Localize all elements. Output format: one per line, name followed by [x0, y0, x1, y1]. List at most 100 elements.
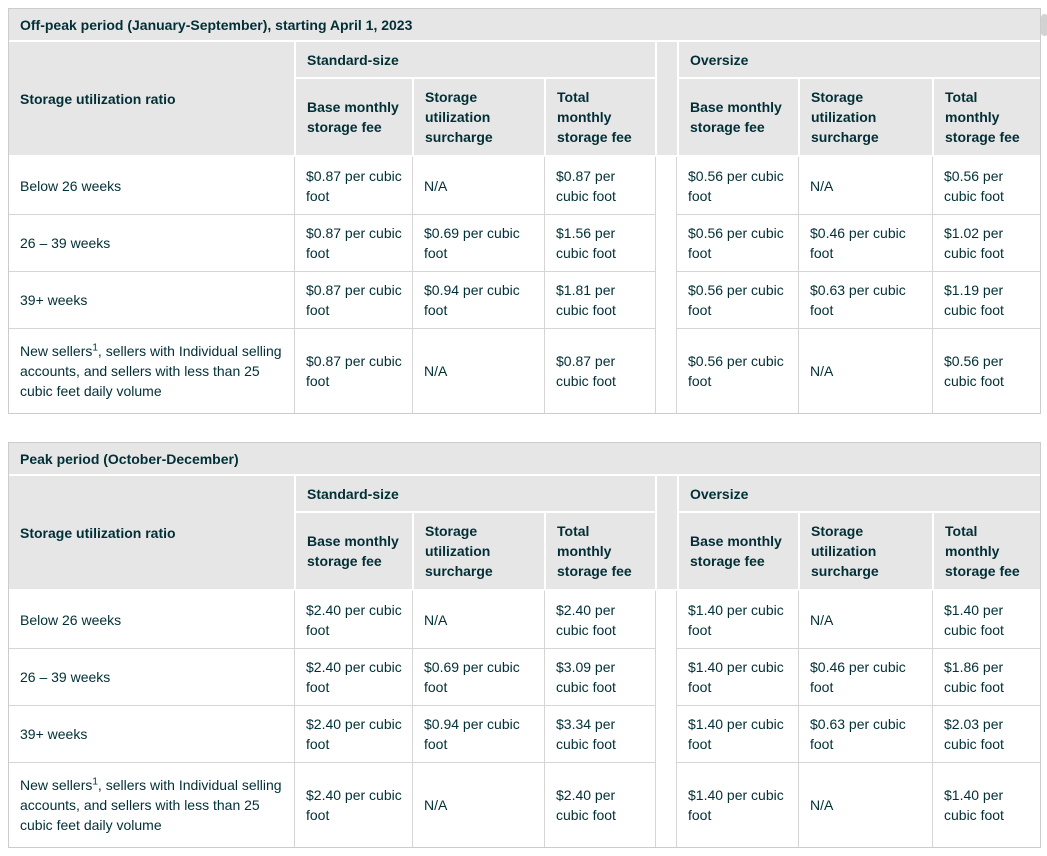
column-header-storage-utilization-ratio: Storage utilization ratio — [9, 476, 294, 591]
cell-oversize-base-fee: $1.40 per cubic foot — [677, 591, 798, 648]
scrollbar-thumb[interactable] — [1041, 14, 1047, 36]
cell-storage-utilization-ratio: 39+ weeks — [9, 271, 294, 328]
table-title: Peak period (October-December) — [9, 443, 1040, 476]
cell-oversize-total-fee: $1.40 per cubic foot — [932, 591, 1040, 648]
cell-oversize-surcharge: $0.63 per cubic foot — [798, 271, 932, 328]
cell-oversize-total-fee: $1.19 per cubic foot — [932, 271, 1040, 328]
column-header-standard-surcharge: Storage utilization surcharge — [412, 513, 544, 591]
group-header-oversize: Oversize — [677, 476, 1040, 513]
table-title-row: Off-peak period (January-September), sta… — [9, 9, 1040, 42]
cell-oversize-base-fee: $0.56 per cubic foot — [677, 271, 798, 328]
cell-oversize-base-fee: $0.56 per cubic foot — [677, 328, 798, 413]
cell-standard-base-fee: $2.40 per cubic foot — [294, 762, 412, 847]
cell-standard-total-fee: $3.34 per cubic foot — [544, 705, 655, 762]
cell-storage-utilization-ratio: 26 – 39 weeks — [9, 648, 294, 705]
cell-storage-utilization-ratio: Below 26 weeks — [9, 591, 294, 648]
row-label: 26 – 39 weeks — [20, 235, 111, 251]
table-row: 39+ weeks $2.40 per cubic foot $0.94 per… — [9, 705, 1040, 762]
cell-standard-surcharge: N/A — [412, 157, 544, 214]
cell-oversize-total-fee: $1.40 per cubic foot — [932, 762, 1040, 847]
peak-pricing-table: Peak period (October-December) Storage u… — [8, 442, 1041, 848]
column-header-oversize-total-fee: Total monthly storage fee — [932, 513, 1040, 591]
cell-oversize-total-fee: $0.56 per cubic foot — [932, 328, 1040, 413]
row-label: New sellers — [20, 777, 93, 793]
cell-oversize-total-fee: $1.86 per cubic foot — [932, 648, 1040, 705]
cell-oversize-total-fee: $1.02 per cubic foot — [932, 214, 1040, 271]
group-header-oversize: Oversize — [677, 42, 1040, 79]
cell-standard-surcharge: $0.69 per cubic foot — [412, 648, 544, 705]
column-header-storage-utilization-ratio: Storage utilization ratio — [9, 42, 294, 157]
cell-oversize-base-fee: $1.40 per cubic foot — [677, 762, 798, 847]
column-header-standard-total-fee: Total monthly storage fee — [544, 79, 655, 157]
cell-standard-base-fee: $0.87 per cubic foot — [294, 271, 412, 328]
column-header-oversize-surcharge: Storage utilization surcharge — [798, 513, 932, 591]
cell-standard-base-fee: $2.40 per cubic foot — [294, 591, 412, 648]
cell-standard-base-fee: $0.87 per cubic foot — [294, 157, 412, 214]
column-header-standard-base-fee: Base monthly storage fee — [294, 513, 412, 591]
cell-standard-base-fee: $0.87 per cubic foot — [294, 214, 412, 271]
cell-standard-total-fee: $1.81 per cubic foot — [544, 271, 655, 328]
column-header-oversize-base-fee: Base monthly storage fee — [677, 79, 798, 157]
sub-header-row: Base monthly storage fee Storage utiliza… — [9, 513, 1040, 591]
cell-oversize-surcharge: N/A — [798, 328, 932, 413]
table-title-row: Peak period (October-December) — [9, 443, 1040, 476]
cell-standard-base-fee: $2.40 per cubic foot — [294, 648, 412, 705]
cell-standard-surcharge: N/A — [412, 591, 544, 648]
row-label: 39+ weeks — [20, 726, 88, 742]
cell-oversize-base-fee: $1.40 per cubic foot — [677, 705, 798, 762]
column-header-oversize-total-fee: Total monthly storage fee — [932, 79, 1040, 157]
group-header-row: Storage utilization ratio Standard-size … — [9, 42, 1040, 157]
row-label: New sellers — [20, 343, 93, 359]
row-label: Below 26 weeks — [20, 177, 122, 194]
cell-oversize-base-fee: $0.56 per cubic foot — [677, 214, 798, 271]
table-title: Off-peak period (January-September), sta… — [9, 9, 1040, 42]
cell-standard-surcharge: N/A — [412, 762, 544, 847]
table-row: Below 26 weeks $2.40 per cubic foot N/A … — [9, 591, 1040, 847]
cell-standard-surcharge: N/A — [412, 328, 544, 413]
header-spacer — [655, 42, 677, 157]
table-row: 39+ weeks $0.87 per cubic foot $0.94 per… — [9, 271, 1040, 328]
cell-storage-utilization-ratio: 26 – 39 weeks — [9, 214, 294, 271]
cell-oversize-surcharge: $0.46 per cubic foot — [798, 648, 932, 705]
row-label: 39+ weeks — [20, 292, 88, 308]
column-header-standard-base-fee: Base monthly storage fee — [294, 79, 412, 157]
header-spacer — [655, 476, 677, 591]
table-row: New sellers1, sellers with Individual se… — [9, 328, 1040, 413]
cell-oversize-base-fee: $0.56 per cubic foot — [677, 157, 798, 214]
footnote-marker: 1 — [92, 776, 98, 788]
cell-oversize-surcharge: $0.46 per cubic foot — [798, 214, 932, 271]
cell-standard-base-fee: $0.87 per cubic foot — [294, 328, 412, 413]
cell-oversize-surcharge: N/A — [798, 762, 932, 847]
row-label: 26 – 39 weeks — [20, 669, 111, 685]
column-spacer — [655, 157, 677, 413]
cell-storage-utilization-ratio: Below 26 weeks — [9, 157, 294, 214]
cell-standard-total-fee: $2.40 per cubic foot — [544, 762, 655, 847]
table-row: Below 26 weeks $0.87 per cubic foot N/A … — [9, 157, 1040, 413]
group-header-standard-size: Standard-size — [294, 476, 655, 513]
cell-standard-surcharge: $0.94 per cubic foot — [412, 271, 544, 328]
cell-standard-total-fee: $3.09 per cubic foot — [544, 648, 655, 705]
cell-oversize-surcharge: N/A — [798, 157, 932, 214]
table-row: 26 – 39 weeks $2.40 per cubic foot $0.69… — [9, 648, 1040, 705]
cell-oversize-surcharge: N/A — [798, 591, 932, 648]
cell-standard-total-fee: $2.40 per cubic foot — [544, 591, 655, 648]
column-header-standard-surcharge: Storage utilization surcharge — [412, 79, 544, 157]
cell-standard-total-fee: $0.87 per cubic foot — [544, 328, 655, 413]
cell-storage-utilization-ratio: New sellers1, sellers with Individual se… — [9, 328, 294, 413]
cell-oversize-total-fee: $0.56 per cubic foot — [932, 157, 1040, 214]
column-spacer — [655, 591, 677, 847]
footnote-marker: 1 — [92, 342, 98, 354]
cell-standard-surcharge: $0.69 per cubic foot — [412, 214, 544, 271]
table-row: New sellers1, sellers with Individual se… — [9, 762, 1040, 847]
group-header-row: Storage utilization ratio Standard-size … — [9, 476, 1040, 591]
cell-storage-utilization-ratio: 39+ weeks — [9, 705, 294, 762]
column-header-oversize-base-fee: Base monthly storage fee — [677, 513, 798, 591]
table-row: 26 – 39 weeks $0.87 per cubic foot $0.69… — [9, 214, 1040, 271]
cell-oversize-surcharge: $0.63 per cubic foot — [798, 705, 932, 762]
column-header-standard-total-fee: Total monthly storage fee — [544, 513, 655, 591]
offpeak-pricing-table: Off-peak period (January-September), sta… — [8, 8, 1041, 414]
group-header-standard-size: Standard-size — [294, 42, 655, 79]
cell-storage-utilization-ratio: New sellers1, sellers with Individual se… — [9, 762, 294, 847]
cell-standard-base-fee: $2.40 per cubic foot — [294, 705, 412, 762]
cell-oversize-total-fee: $2.03 per cubic foot — [932, 705, 1040, 762]
